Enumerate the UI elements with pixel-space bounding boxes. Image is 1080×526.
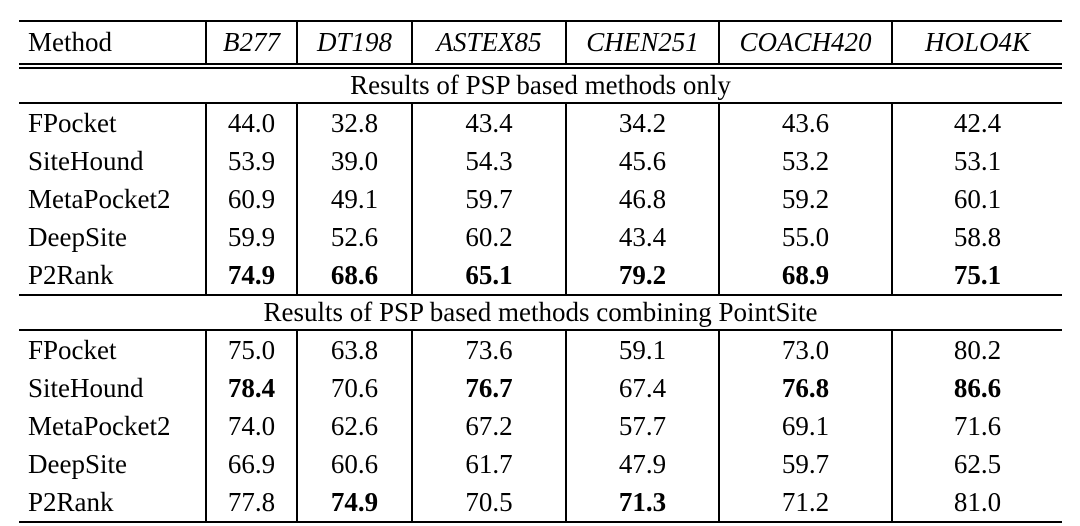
results-table: Method B277 DT198 ASTEX85 CHEN251 COACH4…	[19, 20, 1062, 523]
table-section-1: Results of PSP based methods only FPocket…	[19, 65, 1062, 295]
value-cell: 60.9	[205, 180, 297, 218]
section-title: Results of PSP based methods combining P…	[19, 294, 1062, 331]
column-header-method: Method	[19, 21, 206, 69]
method-cell: DeepSite	[28, 221, 127, 252]
section-title-row: Results of PSP based methods only	[19, 65, 1062, 104]
value-cell: 52.6	[296, 218, 412, 256]
value-cell: 74.9	[205, 256, 297, 295]
value-cell: 44.0	[205, 103, 297, 142]
table-row: P2Rank 77.8 74.9 70.5 71.3 71.2 81.0	[19, 483, 1062, 522]
value-cell: 60.6	[296, 445, 412, 483]
value-cell: 55.0	[718, 218, 892, 256]
value-cell: 75.0	[205, 330, 297, 369]
value-cell: 59.2	[718, 180, 892, 218]
method-cell: P2Rank	[28, 486, 114, 517]
column-header-astex85: ASTEX85	[411, 21, 566, 69]
table-row: MetaPocket2 74.0 62.6 67.2 57.7 69.1 71.6	[19, 407, 1062, 445]
column-header-b277: B277	[205, 21, 297, 69]
method-cell: P2Rank	[28, 259, 114, 290]
column-header-chen251: CHEN251	[565, 21, 719, 69]
method-cell: SiteHound	[28, 372, 144, 403]
table-row: DeepSite 59.9 52.6 60.2 43.4 55.0 58.8	[19, 218, 1062, 256]
column-header-dt198: DT198	[296, 21, 412, 69]
method-cell: MetaPocket2	[28, 183, 171, 214]
table-row: DeepSite 66.9 60.6 61.7 47.9 59.7 62.5	[19, 445, 1062, 483]
value-cell: 80.2	[891, 330, 1062, 369]
value-cell: 77.8	[205, 483, 297, 522]
value-cell: 60.1	[891, 180, 1062, 218]
value-cell: 69.1	[718, 407, 892, 445]
value-cell: 71.6	[891, 407, 1062, 445]
value-cell: 78.4	[205, 369, 297, 407]
value-cell: 59.1	[565, 330, 719, 369]
value-cell: 34.2	[565, 103, 719, 142]
table-row: SiteHound 78.4 70.6 76.7 67.4 76.8 86.6	[19, 369, 1062, 407]
table-row: SiteHound 53.9 39.0 54.3 45.6 53.2 53.1	[19, 142, 1062, 180]
table-row: MetaPocket2 60.9 49.1 59.7 46.8 59.2 60.1	[19, 180, 1062, 218]
value-cell: 43.4	[411, 103, 566, 142]
table-row: FPocket 75.0 63.8 73.6 59.1 73.0 80.2	[19, 330, 1062, 369]
method-cell: DeepSite	[28, 448, 127, 479]
value-cell: 53.2	[718, 142, 892, 180]
header-row: Method B277 DT198 ASTEX85 CHEN251 COACH4…	[19, 21, 1062, 69]
value-cell: 68.9	[718, 256, 892, 295]
value-cell: 59.9	[205, 218, 297, 256]
method-cell: SiteHound	[28, 145, 144, 176]
value-cell: 70.6	[296, 369, 412, 407]
value-cell: 73.6	[411, 330, 566, 369]
value-cell: 57.7	[565, 407, 719, 445]
value-cell: 66.9	[205, 445, 297, 483]
value-cell: 60.2	[411, 218, 566, 256]
value-cell: 75.1	[891, 256, 1062, 295]
value-cell: 45.6	[565, 142, 719, 180]
section-title-row: Results of PSP based methods combining P…	[19, 294, 1062, 331]
column-header-holo4k: HOLO4K	[891, 21, 1062, 69]
method-cell: FPocket	[28, 107, 117, 138]
value-cell: 42.4	[891, 103, 1062, 142]
value-cell: 43.6	[718, 103, 892, 142]
table-header: Method B277 DT198 ASTEX85 CHEN251 COACH4…	[19, 21, 1062, 69]
value-cell: 47.9	[565, 445, 719, 483]
value-cell: 53.1	[891, 142, 1062, 180]
value-cell: 59.7	[718, 445, 892, 483]
method-cell: MetaPocket2	[28, 410, 171, 441]
value-cell: 81.0	[891, 483, 1062, 522]
table-row: P2Rank 74.9 68.6 65.1 79.2 68.9 75.1	[19, 256, 1062, 295]
value-cell: 62.6	[296, 407, 412, 445]
value-cell: 32.8	[296, 103, 412, 142]
value-cell: 70.5	[411, 483, 566, 522]
value-cell: 61.7	[411, 445, 566, 483]
value-cell: 86.6	[891, 369, 1062, 407]
section-title: Results of PSP based methods only	[19, 65, 1062, 104]
value-cell: 65.1	[411, 256, 566, 295]
value-cell: 54.3	[411, 142, 566, 180]
value-cell: 59.7	[411, 180, 566, 218]
value-cell: 68.6	[296, 256, 412, 295]
value-cell: 76.8	[718, 369, 892, 407]
table-section-2: Results of PSP based methods combining P…	[19, 294, 1062, 522]
value-cell: 71.2	[718, 483, 892, 522]
value-cell: 63.8	[296, 330, 412, 369]
value-cell: 62.5	[891, 445, 1062, 483]
value-cell: 53.9	[205, 142, 297, 180]
value-cell: 67.4	[565, 369, 719, 407]
value-cell: 43.4	[565, 218, 719, 256]
value-cell: 58.8	[891, 218, 1062, 256]
value-cell: 76.7	[411, 369, 566, 407]
value-cell: 49.1	[296, 180, 412, 218]
value-cell: 74.0	[205, 407, 297, 445]
value-cell: 79.2	[565, 256, 719, 295]
value-cell: 46.8	[565, 180, 719, 218]
value-cell: 71.3	[565, 483, 719, 522]
value-cell: 73.0	[718, 330, 892, 369]
column-header-coach420: COACH420	[718, 21, 892, 69]
value-cell: 74.9	[296, 483, 412, 522]
method-cell: FPocket	[28, 334, 117, 365]
value-cell: 67.2	[411, 407, 566, 445]
value-cell: 39.0	[296, 142, 412, 180]
table-row: FPocket 44.0 32.8 43.4 34.2 43.6 42.4	[19, 103, 1062, 142]
